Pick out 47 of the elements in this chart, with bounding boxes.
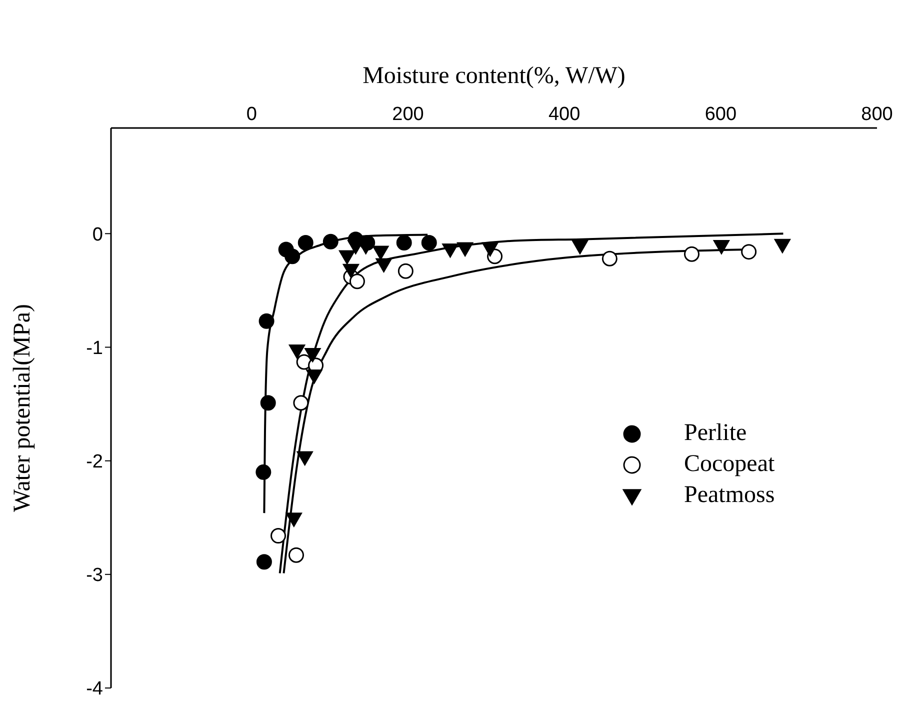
point [286,512,302,527]
point [442,243,458,258]
x-tick-label: 200 [392,104,424,125]
point [684,246,700,262]
point [372,246,389,260]
point [396,234,412,250]
y-tick-label: -4 [86,678,104,700]
point [398,263,414,279]
legend-label: Peatmoss [684,482,775,509]
y-tick-label: 0 [92,224,103,246]
x-tick-label: 0 [246,104,257,125]
point [322,234,338,250]
point [296,451,314,466]
y-axis-title: Water potential(MPa) [10,304,36,512]
point [349,274,365,290]
point [602,250,618,266]
point [338,250,356,265]
point [713,240,730,254]
point [306,370,322,384]
point [256,554,272,570]
y-tick-label: -3 [86,565,103,586]
point [293,395,309,411]
point [258,313,274,329]
point [376,258,392,273]
point [288,344,306,359]
point [572,240,588,254]
point [304,348,321,362]
point [421,234,437,250]
x-tick-label: 600 [704,104,737,125]
point [288,547,304,563]
legend-label: Perlite [684,420,747,447]
y-tick-label: -2 [86,452,103,473]
x-tick-label: 800 [861,104,893,125]
point [284,248,300,264]
point [774,238,791,254]
x-axis-title: Moisture content(%, W/W) [362,63,626,90]
point [270,528,286,544]
point [342,264,360,278]
point [482,242,498,257]
point [260,395,276,411]
point [256,464,272,480]
x-tick-label: 400 [548,104,580,125]
legend-label: Cocopeat [684,451,775,478]
y-tick-label: -1 [86,338,103,359]
point [298,234,314,250]
point [741,244,757,260]
point [456,242,474,257]
